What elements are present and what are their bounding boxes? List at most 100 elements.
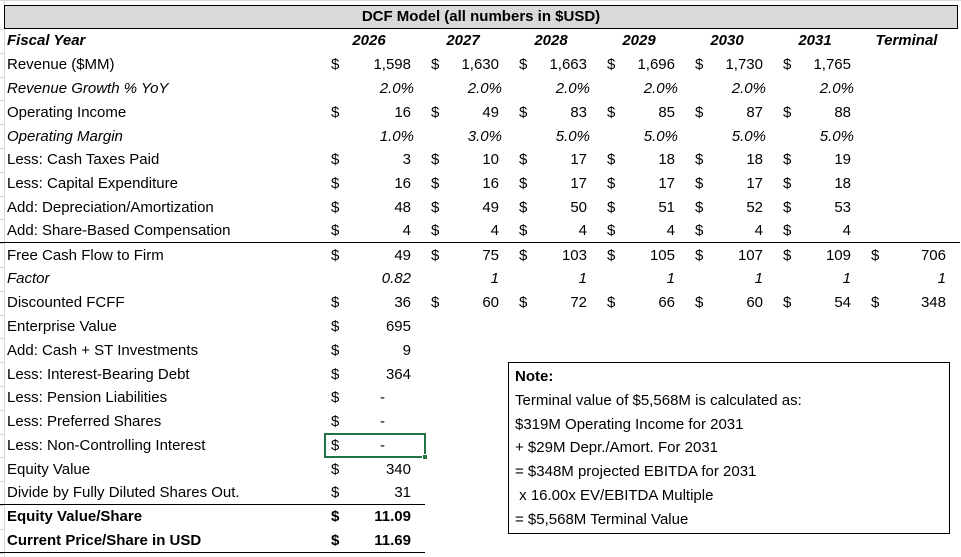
- cell-add-share-based-compensation-2026[interactable]: $4: [325, 219, 425, 242]
- cell-divide-by-fully-diluted-shares-out-2027[interactable]: [425, 481, 513, 505]
- row-label-add-depreciation-amortization[interactable]: Add: Depreciation/Amortization: [7, 198, 214, 216]
- cell-less-capital-expenditure-2031[interactable]: $18: [777, 172, 865, 196]
- cell-enterprise-value-2029[interactable]: [601, 315, 689, 339]
- cell-add-cash-st-investments-terminal[interactable]: [865, 338, 960, 362]
- cell-add-share-based-compensation-2031[interactable]: $4: [777, 219, 865, 242]
- cell-less-pension-liabilities-2027[interactable]: [425, 386, 513, 410]
- row-label-less-preferred-shares[interactable]: Less: Preferred Shares: [7, 413, 162, 431]
- cell-operating-income-2026[interactable]: $16: [325, 100, 425, 124]
- cell-divide-by-fully-diluted-shares-out-2026[interactable]: $31: [325, 481, 425, 505]
- cell-discounted-fcff-2027[interactable]: $60: [425, 291, 513, 315]
- cell-discounted-fcff-2030[interactable]: $60: [689, 291, 777, 315]
- cell-less-interest-bearing-debt-2026[interactable]: $364: [325, 362, 425, 386]
- cell-revenue-growth-yoy-2030[interactable]: 2.0%: [689, 77, 777, 101]
- cell-discounted-fcff-2026[interactable]: $36: [325, 291, 425, 315]
- cell-less-capital-expenditure-2029[interactable]: $17: [601, 172, 689, 196]
- cell-enterprise-value-2028[interactable]: [513, 315, 601, 339]
- cell-less-capital-expenditure-2028[interactable]: $17: [513, 172, 601, 196]
- cell-factor-terminal[interactable]: 1: [865, 267, 960, 291]
- cell-operating-income-2030[interactable]: $87: [689, 100, 777, 124]
- row-label-current-price-share-in-usd[interactable]: Current Price/Share in USD: [0, 529, 325, 553]
- cell-factor-2026[interactable]: 0.82: [325, 267, 425, 291]
- cell-free-cash-flow-to-firm-2026[interactable]: $49: [325, 243, 425, 267]
- cell-revenue-growth-yoy-2026[interactable]: 2.0%: [325, 77, 425, 101]
- cell-free-cash-flow-to-firm-2029[interactable]: $105: [601, 243, 689, 267]
- cell-revenue-mm-2029[interactable]: $1,696: [601, 53, 689, 77]
- row-label-factor[interactable]: Factor: [7, 270, 50, 288]
- cell-operating-income-2027[interactable]: $49: [425, 100, 513, 124]
- cell-add-depreciation-amortization-2030[interactable]: $52: [689, 196, 777, 220]
- cell-enterprise-value-2027[interactable]: [425, 315, 513, 339]
- cell-add-depreciation-amortization-2028[interactable]: $50: [513, 196, 601, 220]
- note-box[interactable]: Note: Terminal value of $5,568M is calcul…: [508, 362, 950, 534]
- cell-revenue-growth-yoy-2028[interactable]: 2.0%: [513, 77, 601, 101]
- cell-add-depreciation-amortization-2027[interactable]: $49: [425, 196, 513, 220]
- row-label-equity-value[interactable]: Equity Value: [7, 460, 91, 478]
- cell-operating-income-terminal[interactable]: [865, 100, 960, 124]
- cell-operating-margin-terminal[interactable]: [865, 124, 960, 148]
- cell-less-preferred-shares-2027[interactable]: [425, 410, 513, 434]
- cell-operating-margin-2030[interactable]: 5.0%: [689, 124, 777, 148]
- row-label-operating-income[interactable]: Operating Income: [7, 103, 127, 121]
- row-label-revenue-growth-yoy[interactable]: Revenue Growth % YoY: [7, 79, 169, 97]
- cell-revenue-mm-2031[interactable]: $1,765: [777, 53, 865, 77]
- cell-operating-margin-2026[interactable]: 1.0%: [325, 124, 425, 148]
- cell-factor-2027[interactable]: 1: [425, 267, 513, 291]
- cell-add-share-based-compensation-2027[interactable]: $4: [425, 219, 513, 242]
- cell-free-cash-flow-to-firm-2031[interactable]: $109: [777, 243, 865, 267]
- cell-free-cash-flow-to-firm-2027[interactable]: $75: [425, 243, 513, 267]
- cell-add-depreciation-amortization-2026[interactable]: $48: [325, 196, 425, 220]
- cell-less-capital-expenditure-terminal[interactable]: [865, 172, 960, 196]
- cell-add-depreciation-amortization-2031[interactable]: $53: [777, 196, 865, 220]
- row-label-less-non-controlling-interest[interactable]: Less: Non-Controlling Interest: [7, 436, 206, 454]
- cell-add-cash-st-investments-2027[interactable]: [425, 338, 513, 362]
- cell-less-capital-expenditure-2026[interactable]: $16: [325, 172, 425, 196]
- cell-revenue-growth-yoy-2027[interactable]: 2.0%: [425, 77, 513, 101]
- cell-less-cash-taxes-paid-2031[interactable]: $19: [777, 148, 865, 172]
- cell-factor-2029[interactable]: 1: [601, 267, 689, 291]
- cell-add-share-based-compensation-2028[interactable]: $4: [513, 219, 601, 242]
- cell-revenue-mm-2028[interactable]: $1,663: [513, 53, 601, 77]
- cell-less-preferred-shares-2026[interactable]: $ -: [325, 410, 425, 434]
- row-label-less-pension-liabilities[interactable]: Less: Pension Liabilities: [7, 389, 168, 407]
- cell-enterprise-value-2026[interactable]: $695: [325, 315, 425, 339]
- row-label-operating-margin[interactable]: Operating Margin: [7, 127, 123, 145]
- cell-add-share-based-compensation-2030[interactable]: $4: [689, 219, 777, 242]
- cell-less-interest-bearing-debt-2027[interactable]: [425, 362, 513, 386]
- header-fiscal-year[interactable]: Fiscal Year: [7, 32, 86, 50]
- cell-operating-margin-2031[interactable]: 5.0%: [777, 124, 865, 148]
- column-header-2030[interactable]: 2030: [710, 32, 744, 50]
- cell-discounted-fcff-2028[interactable]: $72: [513, 291, 601, 315]
- row-label-less-capital-expenditure[interactable]: Less: Capital Expenditure: [7, 175, 178, 193]
- row-label-add-share-based-compensation[interactable]: Add: Share-Based Compensation: [7, 222, 231, 240]
- row-label-free-cash-flow-to-firm[interactable]: Free Cash Flow to Firm: [7, 246, 164, 264]
- column-header-terminal[interactable]: Terminal: [875, 32, 938, 50]
- cell-add-cash-st-investments-2028[interactable]: [513, 338, 601, 362]
- row-label-add-cash-st-investments[interactable]: Add: Cash + ST Investments: [7, 341, 199, 359]
- cell-revenue-growth-yoy-2029[interactable]: 2.0%: [601, 77, 689, 101]
- cell-add-depreciation-amortization-2029[interactable]: $51: [601, 196, 689, 220]
- cell-enterprise-value-terminal[interactable]: [865, 315, 960, 339]
- cell-less-cash-taxes-paid-2027[interactable]: $10: [425, 148, 513, 172]
- cell-current-price-share-in-usd-2026[interactable]: $11.69: [325, 529, 425, 553]
- cell-less-capital-expenditure-2030[interactable]: $17: [689, 172, 777, 196]
- cell-current-price-share-in-usd-2027[interactable]: [425, 529, 513, 553]
- cell-add-cash-st-investments-2030[interactable]: [689, 338, 777, 362]
- cell-revenue-mm-2027[interactable]: $1,630: [425, 53, 513, 77]
- cell-factor-2031[interactable]: 1: [777, 267, 865, 291]
- cell-discounted-fcff-2029[interactable]: $66: [601, 291, 689, 315]
- column-header-2029[interactable]: 2029: [622, 32, 656, 50]
- cell-add-share-based-compensation-terminal[interactable]: [865, 219, 960, 242]
- cell-add-depreciation-amortization-terminal[interactable]: [865, 196, 960, 220]
- cell-revenue-growth-yoy-2031[interactable]: 2.0%: [777, 77, 865, 101]
- cell-operating-margin-2029[interactable]: 5.0%: [601, 124, 689, 148]
- cell-add-cash-st-investments-2029[interactable]: [601, 338, 689, 362]
- cell-factor-2028[interactable]: 1: [513, 267, 601, 291]
- cell-less-pension-liabilities-2026[interactable]: $ -: [325, 386, 425, 410]
- cell-revenue-mm-terminal[interactable]: [865, 53, 960, 77]
- cell-less-cash-taxes-paid-2030[interactable]: $18: [689, 148, 777, 172]
- cell-less-cash-taxes-paid-2029[interactable]: $18: [601, 148, 689, 172]
- cell-operating-margin-2028[interactable]: 5.0%: [513, 124, 601, 148]
- row-label-divide-by-fully-diluted-shares-out[interactable]: Divide by Fully Diluted Shares Out.: [0, 481, 325, 505]
- row-label-enterprise-value[interactable]: Enterprise Value: [7, 317, 117, 335]
